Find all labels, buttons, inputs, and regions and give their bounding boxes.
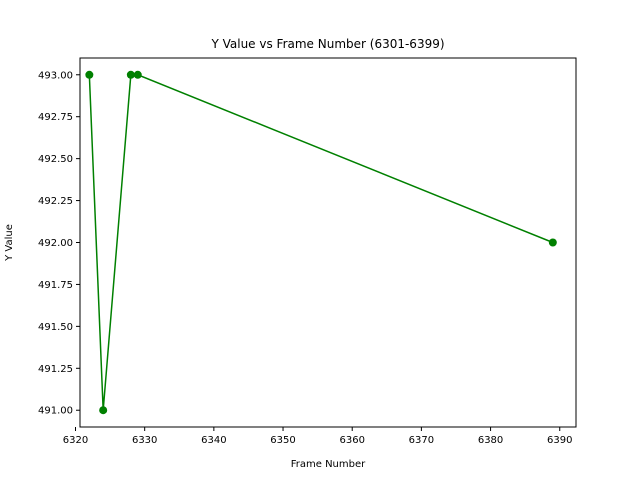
y-tick-label: 492.75	[38, 112, 73, 123]
data-point	[99, 406, 108, 415]
x-tick-label: 6390	[547, 435, 572, 446]
x-tick-label: 6330	[132, 435, 157, 446]
y-tick-label: 492.50	[38, 154, 73, 165]
y-tick-label: 493.00	[38, 70, 73, 81]
x-tick-label: 6320	[63, 435, 88, 446]
x-tick-label: 6350	[270, 435, 295, 446]
data-point	[548, 238, 557, 247]
data-point	[126, 70, 135, 79]
plot-area	[85, 70, 557, 415]
y-tick-label: 491.50	[38, 322, 73, 333]
data-point	[85, 70, 94, 79]
x-tick-label: 6380	[478, 435, 503, 446]
data-point	[133, 70, 142, 79]
y-tick-label: 491.75	[38, 280, 73, 291]
x-tick-label: 6370	[409, 435, 434, 446]
y-axis: 491.00 491.25 491.50 491.75 492.00 492.25 492.…	[38, 70, 80, 417]
x-axis-label: Frame Number	[291, 459, 366, 470]
y-axis-label: Y Value	[4, 224, 15, 262]
y-tick-label: 491.00	[38, 406, 73, 417]
x-axis: 6320 6330 6340 6350 6360 6370 6380 6390	[63, 427, 572, 446]
y-tick-label: 492.25	[38, 196, 73, 207]
x-tick-label: 6360	[339, 435, 364, 446]
chart-title: Y Value vs Frame Number (6301-6399)	[210, 37, 444, 51]
x-tick-label: 6340	[201, 435, 226, 446]
y-tick-label: 491.25	[38, 364, 73, 375]
y-tick-label: 492.00	[38, 238, 73, 249]
